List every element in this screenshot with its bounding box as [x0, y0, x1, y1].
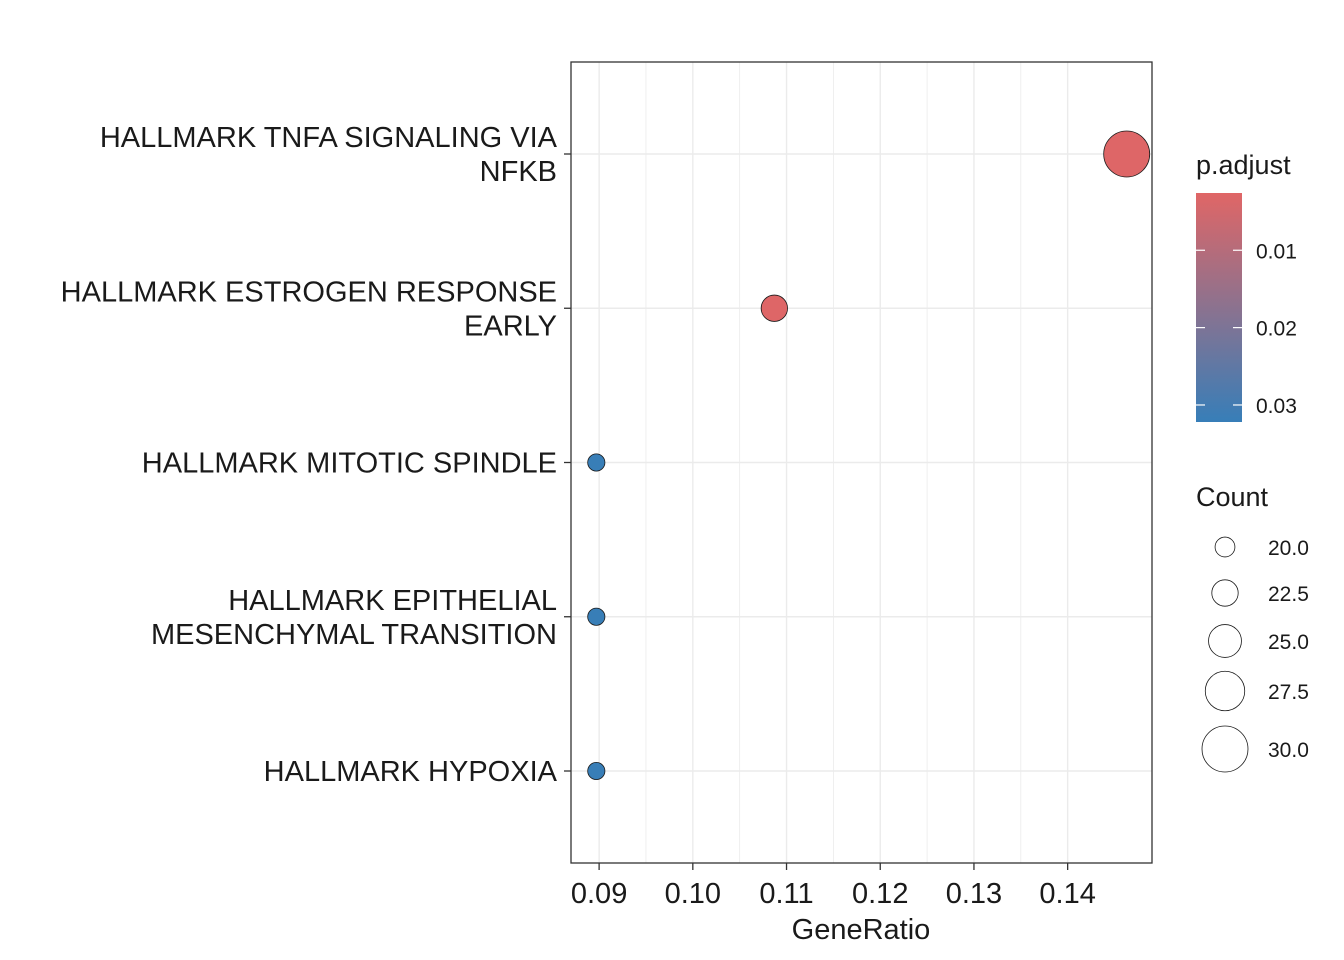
category-label: HALLMARK EPITHELIAL: [228, 585, 557, 617]
x-axis-title: GeneRatio: [792, 914, 931, 946]
data-points: [587, 130, 1151, 781]
color-legend-label: 0.01: [1256, 240, 1297, 263]
x-tick-label: 0.09: [571, 878, 627, 910]
size-legend-key: [1214, 536, 1236, 558]
category-label: NFKB: [480, 156, 557, 188]
category-label: EARLY: [464, 310, 557, 342]
size-legend-label: 20.0: [1268, 537, 1309, 560]
grid-lines: [571, 62, 1152, 863]
size-legend-key: [1211, 579, 1239, 607]
size-legend-label: 30.0: [1268, 739, 1309, 762]
category-label: HALLMARK HYPOXIA: [264, 756, 558, 788]
data-point: [587, 761, 606, 781]
size-legend-title: Count: [1196, 482, 1269, 512]
color-bar: [1196, 193, 1242, 422]
category-label: HALLMARK MITOTIC SPINDLE: [142, 448, 557, 480]
data-point: [760, 294, 788, 322]
size-legend-label: 22.5: [1268, 583, 1309, 606]
category-label: HALLMARK ESTROGEN RESPONSE: [61, 276, 557, 308]
size-legend: Count 20.0 22.5 25.0 27.5 30.0: [1196, 482, 1309, 773]
color-legend-title: p.adjust: [1196, 150, 1291, 180]
x-tick-label: 0.11: [759, 878, 813, 910]
data-point: [1103, 130, 1151, 178]
category-label: HALLMARK TNFA SIGNALING VIA: [100, 122, 558, 154]
x-axis: 0.09 0.10 0.11 0.12 0.13 0.14: [571, 863, 1096, 910]
color-legend: p.adjust 0.01 0.02 0.03: [1196, 150, 1297, 422]
size-legend-label: 27.5: [1268, 681, 1309, 704]
data-point: [587, 453, 606, 472]
x-tick-label: 0.13: [946, 878, 1002, 910]
color-legend-label: 0.03: [1256, 395, 1297, 418]
x-tick-label: 0.12: [852, 878, 908, 910]
x-tick-label: 0.14: [1039, 878, 1095, 910]
color-legend-label: 0.02: [1256, 318, 1297, 341]
x-tick-label: 0.10: [665, 878, 721, 910]
size-legend-label: 25.0: [1268, 631, 1309, 654]
data-point: [587, 607, 606, 626]
category-label: MESENCHYMAL TRANSITION: [151, 619, 557, 651]
size-legend-key: [1204, 670, 1246, 712]
size-legend-key: [1208, 624, 1242, 658]
size-legend-key: [1201, 725, 1249, 773]
